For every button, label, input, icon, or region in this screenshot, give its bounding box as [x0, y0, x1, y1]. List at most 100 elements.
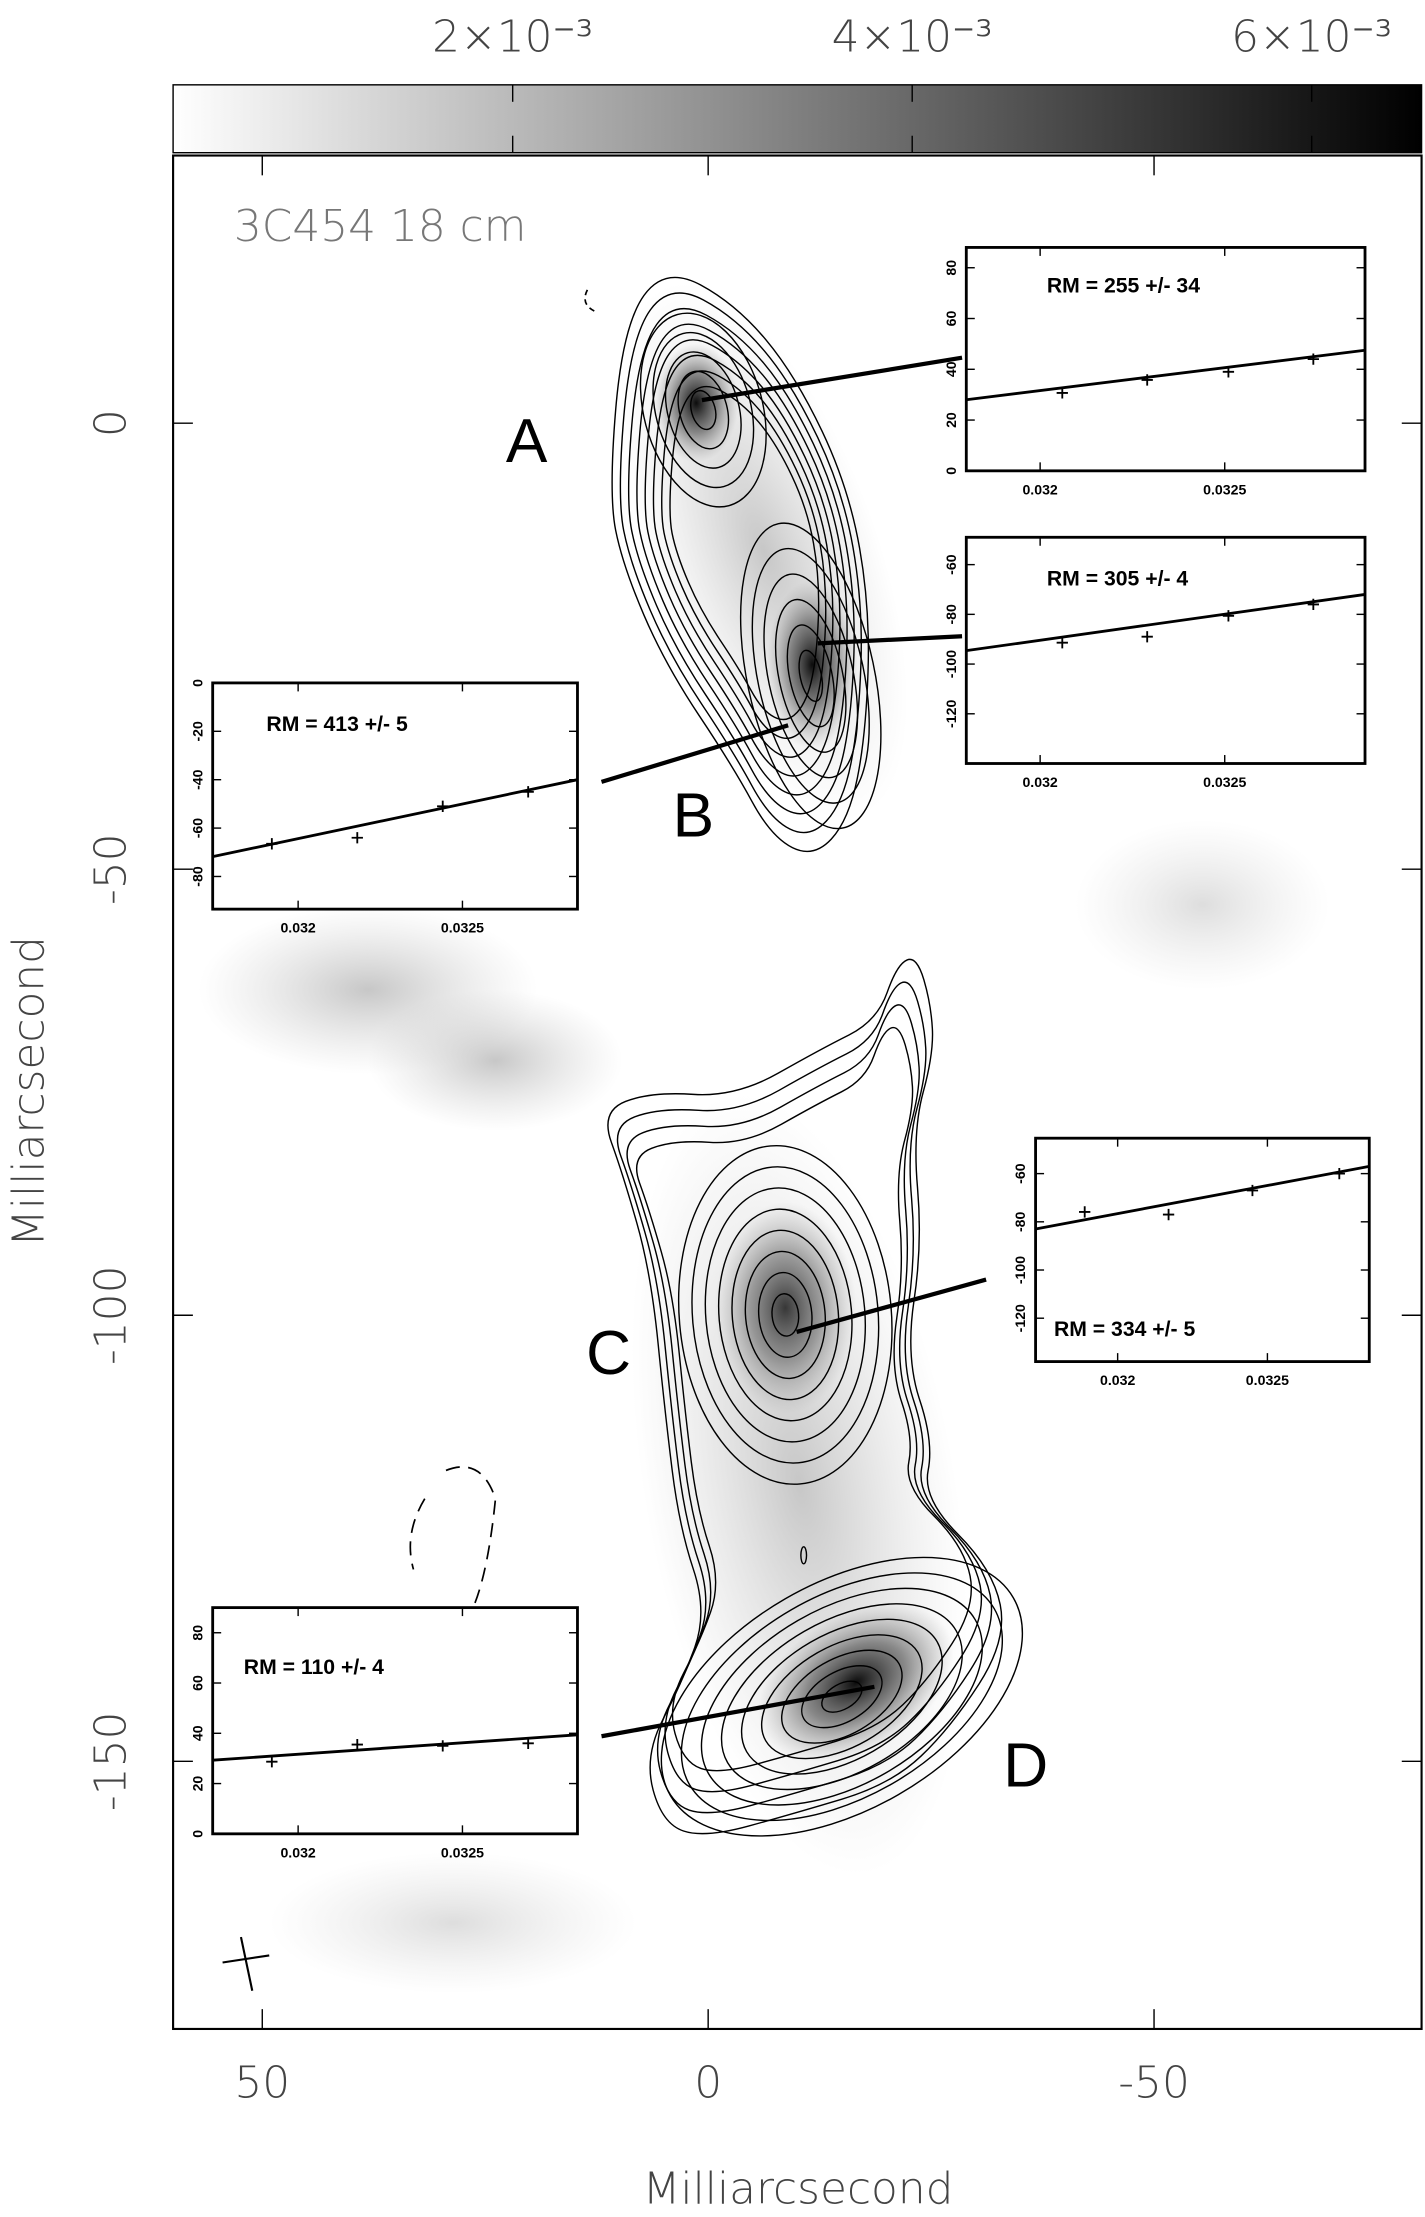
- contour: [717, 1208, 853, 1422]
- data-point: [1222, 610, 1235, 622]
- leader-line: [817, 634, 963, 646]
- component-b: [766, 579, 858, 750]
- inset-x-tick-label: 0.0325: [1246, 1372, 1289, 1388]
- leaders: [600, 355, 987, 1739]
- inset-y-tick-label: 40: [189, 1725, 205, 1741]
- inset-x-tick-label: 0.0325: [441, 920, 484, 936]
- colorbar-tick-label: 2×10⁻³: [432, 12, 593, 63]
- contour: [664, 351, 742, 469]
- inset-frame: [964, 535, 1367, 765]
- inset-frame: [211, 681, 579, 911]
- contour: [636, 323, 848, 796]
- inset-y-tick-label: -120: [943, 700, 959, 728]
- contour: [607, 958, 1003, 1835]
- inset-y-tick-label: 0: [943, 467, 959, 475]
- contour: [700, 1587, 983, 1806]
- component-c: [714, 1201, 857, 1414]
- contour: [652, 331, 755, 489]
- contour: [661, 370, 827, 740]
- data-point: [1141, 374, 1153, 386]
- intensity-image: [198, 282, 1330, 1994]
- leader-line: [600, 723, 789, 784]
- contour: [627, 307, 855, 815]
- chart-title: 3C454 18 cm: [234, 201, 527, 252]
- y-tick-label: -100: [86, 1266, 137, 1365]
- contour: [763, 573, 859, 779]
- contour: [774, 598, 847, 753]
- contour: [677, 370, 730, 450]
- inset-y-tick-label: -80: [1012, 1211, 1028, 1232]
- inset-y-tick-label: 0: [189, 679, 205, 687]
- inset-y-tick-label: -120: [1012, 1304, 1028, 1332]
- data-point: [1056, 637, 1068, 649]
- colorbar-tick-label: 6×10⁻³: [1231, 12, 1392, 63]
- dashed-contours: [409, 289, 595, 1606]
- data-point: [351, 1738, 363, 1751]
- contour: [636, 1026, 973, 1772]
- contour: [757, 1271, 813, 1358]
- fit-line: [966, 348, 1366, 402]
- beam: [222, 1936, 270, 1991]
- data-point: [522, 1737, 534, 1749]
- beam-axis: [239, 1936, 254, 1991]
- inset-x-tick-label: 0.032: [1100, 1372, 1135, 1388]
- contour: [704, 1187, 867, 1443]
- negative-contour: [409, 1466, 497, 1606]
- noise: [269, 1852, 637, 1994]
- x-tick-label: 0: [694, 2058, 722, 2109]
- inset-y-tick-label: -20: [189, 721, 205, 742]
- data-point: [1307, 353, 1319, 365]
- data-point: [351, 832, 363, 844]
- inset-title: RM = 413 +/- 5: [266, 713, 408, 736]
- inset-y-tick-label: -100: [943, 650, 959, 678]
- negative-contour: [584, 289, 595, 312]
- inset-title: RM = 305 +/- 4: [1047, 567, 1189, 590]
- contour: [801, 1665, 883, 1729]
- y-axis-label: Milliarcsecond: [4, 936, 55, 1247]
- inset-x-tick-label: 0.0325: [441, 1844, 484, 1860]
- data-point: [522, 786, 534, 798]
- contour: [740, 1618, 943, 1775]
- noise: [368, 989, 623, 1132]
- inset-y-tick-label: 80: [189, 1625, 205, 1641]
- leader-line: [796, 1277, 987, 1334]
- component-label: D: [1003, 1732, 1048, 1801]
- contour: [652, 354, 834, 758]
- data-point: [1246, 1184, 1259, 1197]
- x-axis-label: Milliarcsecond: [643, 2164, 954, 2215]
- contour: [691, 1166, 880, 1464]
- contour: [611, 276, 870, 853]
- inset-y-tick-label: -80: [943, 604, 959, 625]
- data-point: [1079, 1206, 1091, 1218]
- inset-y-tick-label: -80: [189, 866, 205, 887]
- inset-y-tick-label: 60: [189, 1675, 205, 1691]
- inset-y-tick-label: -60: [1012, 1163, 1028, 1184]
- data-point: [1162, 1208, 1175, 1221]
- colorbar-tick-label: 4×10⁻³: [832, 12, 993, 63]
- colorbar: [172, 84, 1423, 154]
- contour: [680, 1572, 1004, 1822]
- inset-y-tick-label: 40: [943, 361, 959, 377]
- inset-y-tick-label: -40: [189, 769, 205, 790]
- leader-line: [701, 355, 963, 403]
- inset-y-tick-label: 20: [189, 1776, 205, 1792]
- inset-y-tick-label: 60: [943, 311, 959, 327]
- component-label: C: [586, 1319, 631, 1388]
- inset-frame: [211, 1606, 579, 1836]
- contour: [660, 1556, 1024, 1837]
- contour: [619, 292, 862, 834]
- leader-line: [601, 1684, 875, 1739]
- inset-x-tick-label: 0.032: [1022, 774, 1057, 790]
- contour: [639, 312, 767, 508]
- fit-line: [1035, 1164, 1370, 1231]
- inset-title: RM = 255 +/- 34: [1047, 275, 1200, 298]
- data-point: [1333, 1167, 1345, 1180]
- contour: [731, 1229, 840, 1401]
- plot-frame: [172, 154, 1423, 2031]
- inset-y-tick-label: -60: [943, 554, 959, 575]
- y-tick-label: 0: [86, 409, 137, 437]
- data-point: [437, 1740, 449, 1752]
- inset-title: RM = 334 +/- 5: [1054, 1318, 1196, 1341]
- contour: [771, 1293, 800, 1337]
